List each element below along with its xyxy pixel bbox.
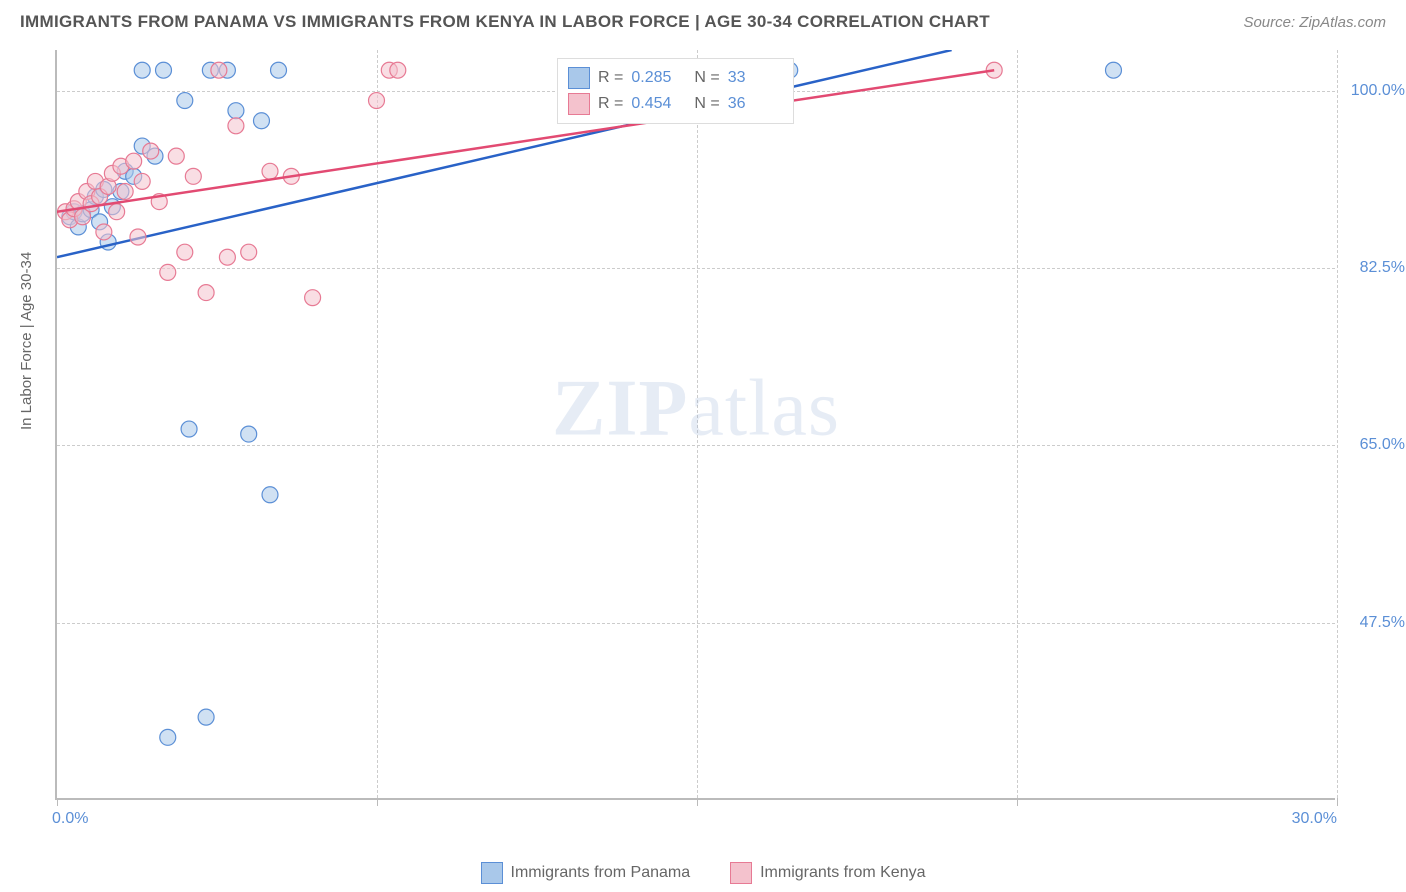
data-point xyxy=(390,62,406,78)
legend-row: R = 0.454 N = 36 xyxy=(568,91,783,117)
ytick-label: 100.0% xyxy=(1345,82,1405,100)
legend-correlation: R = 0.285 N = 33 R = 0.454 N = 36 xyxy=(557,58,794,124)
legend-r-label: R = xyxy=(598,69,623,87)
data-point xyxy=(228,118,244,134)
data-point xyxy=(96,224,112,240)
data-point xyxy=(241,244,257,260)
data-point xyxy=(130,229,146,245)
legend-bottom-item: Immigrants from Kenya xyxy=(730,862,925,884)
ytick-label: 47.5% xyxy=(1345,614,1405,632)
legend-bottom-label: Immigrants from Kenya xyxy=(760,864,925,882)
legend-swatch xyxy=(568,67,590,89)
data-point xyxy=(369,93,385,109)
xtick-mark xyxy=(377,798,378,806)
xtick-mark xyxy=(697,798,698,806)
legend-n-value: 36 xyxy=(728,95,783,113)
legend-n-label: N = xyxy=(694,69,719,87)
data-point xyxy=(1105,62,1121,78)
trend-line xyxy=(57,70,994,212)
data-point xyxy=(262,163,278,179)
data-point xyxy=(117,184,133,200)
data-point xyxy=(134,62,150,78)
xtick-mark xyxy=(57,798,58,806)
ytick-label: 82.5% xyxy=(1345,259,1405,277)
data-point xyxy=(211,62,227,78)
data-point xyxy=(219,249,235,265)
xtick-label: 0.0% xyxy=(52,810,88,828)
legend-bottom-item: Immigrants from Panama xyxy=(481,862,691,884)
legend-bottom-label: Immigrants from Panama xyxy=(511,864,691,882)
data-point xyxy=(160,264,176,280)
xtick-mark xyxy=(1337,798,1338,806)
chart-header: IMMIGRANTS FROM PANAMA VS IMMIGRANTS FRO… xyxy=(0,0,1406,40)
trend-line xyxy=(57,50,952,257)
scatter-svg xyxy=(57,50,1335,798)
legend-r-label: R = xyxy=(598,95,623,113)
legend-swatch xyxy=(730,862,752,884)
data-point xyxy=(126,153,142,169)
ytick-label: 65.0% xyxy=(1345,436,1405,454)
xtick-mark xyxy=(1017,798,1018,806)
data-point xyxy=(156,62,172,78)
legend-n-value: 33 xyxy=(728,69,783,87)
gridline-v xyxy=(1337,50,1338,798)
legend-r-value: 0.454 xyxy=(631,95,686,113)
data-point xyxy=(262,487,278,503)
data-point xyxy=(143,143,159,159)
data-point xyxy=(109,204,125,220)
chart-source: Source: ZipAtlas.com xyxy=(1243,14,1386,31)
legend-swatch xyxy=(568,93,590,115)
data-point xyxy=(168,148,184,164)
data-point xyxy=(305,290,321,306)
data-point xyxy=(185,168,201,184)
legend-n-label: N = xyxy=(694,95,719,113)
legend-row: R = 0.285 N = 33 xyxy=(568,65,783,91)
data-point xyxy=(253,113,269,129)
data-point xyxy=(177,244,193,260)
data-point xyxy=(198,709,214,725)
data-point xyxy=(160,729,176,745)
chart-plot-area: ZIPatlas 47.5%65.0%82.5%100.0%0.0%30.0%R… xyxy=(55,50,1335,800)
data-point xyxy=(241,426,257,442)
data-point xyxy=(271,62,287,78)
data-point xyxy=(181,421,197,437)
legend-swatch xyxy=(481,862,503,884)
data-point xyxy=(228,103,244,119)
data-point xyxy=(134,173,150,189)
chart-title: IMMIGRANTS FROM PANAMA VS IMMIGRANTS FRO… xyxy=(20,12,990,32)
data-point xyxy=(198,285,214,301)
legend-r-value: 0.285 xyxy=(631,69,686,87)
legend-bottom: Immigrants from Panama Immigrants from Ke… xyxy=(0,862,1406,884)
y-axis-label: In Labor Force | Age 30-34 xyxy=(18,252,35,430)
xtick-label: 30.0% xyxy=(1292,810,1337,828)
data-point xyxy=(177,93,193,109)
